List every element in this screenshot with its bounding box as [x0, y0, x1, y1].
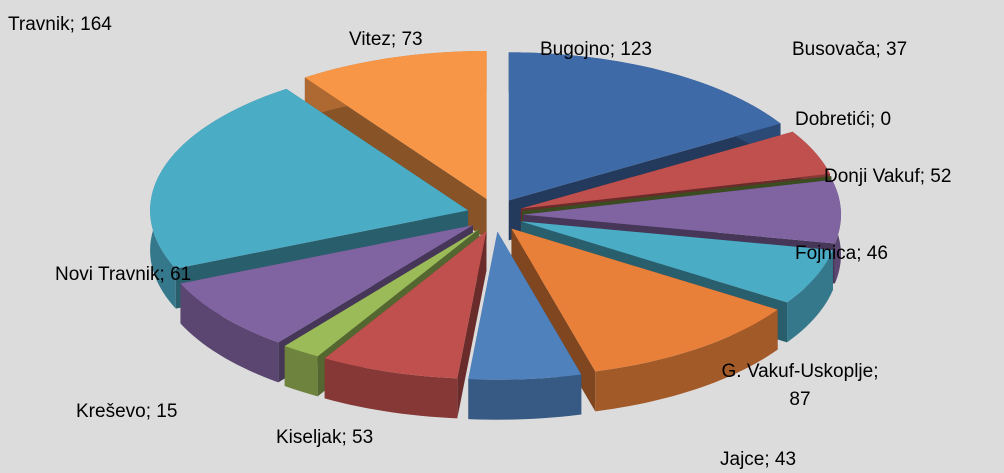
slice-wall [324, 358, 458, 419]
slice [468, 231, 582, 420]
slice-side [457, 230, 487, 419]
data-label: Fojnica; 46 [795, 243, 888, 264]
data-label-line: G. Vakuf-Uskoplje; [722, 361, 879, 382]
slice-top [324, 230, 487, 379]
data-label: G. Vakuf-Uskoplje; 87 [722, 361, 879, 410]
slice-top [180, 225, 473, 343]
data-label: Kiseljak; 53 [276, 427, 373, 448]
slice-top [522, 179, 841, 244]
data-label-line: 87 [789, 389, 810, 410]
slice-top [520, 131, 830, 209]
slice-wall [468, 374, 582, 420]
slice-wall [284, 345, 318, 397]
data-label: Dobretići; 0 [795, 109, 891, 130]
data-label: Travnik; 164 [8, 14, 112, 35]
data-label: Bugojno; 123 [540, 39, 652, 60]
slice [511, 228, 778, 412]
data-label: Jajce; 43 [720, 449, 796, 470]
data-label: Novi Travnik; 61 [55, 264, 191, 285]
slice-wall [595, 309, 778, 412]
slice-wall [180, 283, 279, 383]
slice-top [304, 50, 487, 199]
slice [324, 230, 487, 419]
data-label: Kreševo; 15 [76, 401, 177, 422]
slice-top [150, 88, 469, 269]
slice-side [284, 228, 480, 386]
data-label: Busovača; 37 [792, 39, 907, 60]
data-label: Donji Vakuf; 52 [824, 166, 951, 187]
slice-wall [787, 250, 833, 343]
slice-top [468, 231, 582, 380]
data-label: Vitez; 73 [349, 29, 423, 50]
slice-top [284, 228, 480, 357]
slice-top [511, 228, 778, 372]
slice-top [508, 52, 781, 201]
slice-top [520, 221, 833, 303]
